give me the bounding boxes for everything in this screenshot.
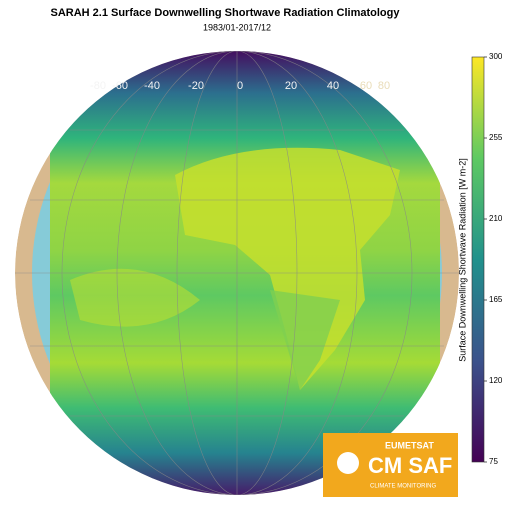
colorbar-tick-label: 255 xyxy=(489,133,503,142)
colorbar-tick-label: 210 xyxy=(489,214,503,223)
colorbar-tick-label: 75 xyxy=(489,457,498,466)
longitude-label: 20 xyxy=(285,80,297,92)
colorbar-scale xyxy=(471,56,485,463)
colorbar: Surface Downwelling Shortwave Radiation … xyxy=(457,52,503,466)
colorbar-label: Surface Downwelling Shortwave Radiation … xyxy=(457,158,467,362)
logo: EUMETSAT CM SAF CLIMATE MONITORING xyxy=(323,433,458,497)
logo-org: EUMETSAT xyxy=(385,440,434,450)
title: SARAH 2.1 Surface Downwelling Shortwave … xyxy=(50,7,400,19)
colorbar-tick-label: 300 xyxy=(489,52,503,61)
logo-icon xyxy=(337,452,359,474)
longitude-label: -20 xyxy=(188,80,204,92)
longitude-label: 40 xyxy=(327,80,339,92)
subtitle: 1983/01-2017/12 xyxy=(203,22,271,32)
longitude-label: -80 xyxy=(90,80,106,92)
logo-name: CM SAF xyxy=(368,453,452,478)
longitude-labels: -80 -60 -40 -20 0 20 40 60 80 xyxy=(90,80,390,92)
longitude-label: 0 xyxy=(237,80,243,92)
longitude-label: -40 xyxy=(144,80,160,92)
longitude-label: 80 xyxy=(378,80,390,92)
colorbar-tick-label: 165 xyxy=(489,295,503,304)
colorbar-tick-label: 120 xyxy=(489,376,503,385)
globe xyxy=(15,51,459,495)
longitude-label: -60 xyxy=(112,80,128,92)
longitude-label: 60 xyxy=(360,80,372,92)
logo-tagline: CLIMATE MONITORING xyxy=(370,484,436,490)
